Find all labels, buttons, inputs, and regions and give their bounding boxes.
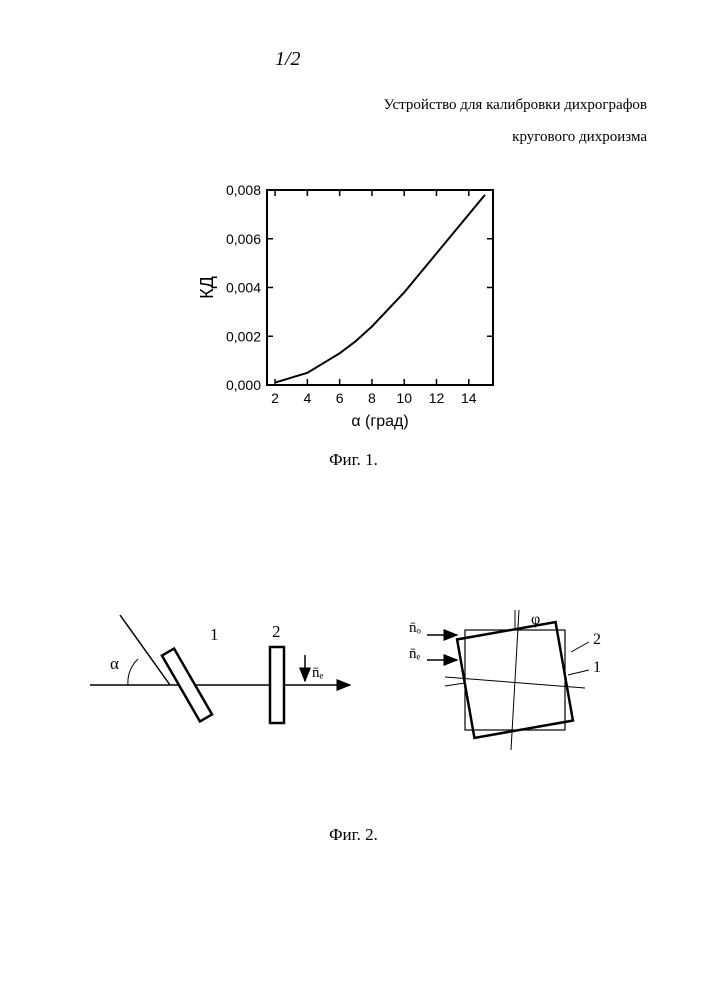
svg-text:0,000: 0,000 [226,377,261,393]
title-line-2: кругового дихроизма [0,122,647,154]
svg-text:2: 2 [593,631,601,648]
svg-text:n̄ₒ: n̄ₒ [409,620,422,636]
svg-text:n̄ₑ: n̄ₑ [409,646,421,662]
svg-text:0,006: 0,006 [226,231,261,247]
svg-text:КД: КД [197,276,217,299]
svg-text:α (град): α (град) [351,413,408,430]
svg-text:φ: φ [531,611,540,628]
svg-text:12: 12 [429,390,445,406]
svg-text:14: 14 [461,390,477,406]
document-title: Устройство для калибровки дихрографов кр… [0,90,647,153]
svg-text:2: 2 [271,390,279,406]
figure-1-caption: Фиг. 1. [0,450,707,470]
svg-text:1: 1 [593,659,601,676]
svg-text:8: 8 [368,390,376,406]
svg-text:2: 2 [272,622,281,641]
svg-text:α: α [110,654,119,673]
svg-text:0,002: 0,002 [226,328,261,344]
figure-2-diagram: α 1 2 n̄ₑ φ 2 1 n̄ₒ n̄ₑ [80,585,620,765]
figure-1-chart: 0,000 0,002 0,004 0,006 0,008 2 4 6 8 10 12 14 α (гр… [195,180,505,440]
title-line-1: Устройство для калибровки дихрографов [0,90,647,122]
svg-text:4: 4 [303,390,311,406]
svg-text:10: 10 [396,390,412,406]
svg-text:n̄ₑ: n̄ₑ [312,665,324,681]
figure-2-caption: Фиг. 2. [0,825,707,845]
svg-text:1: 1 [210,625,219,644]
page-number: 1/2 [275,48,301,71]
svg-text:0,004: 0,004 [226,280,261,296]
svg-text:0,008: 0,008 [226,182,261,198]
svg-text:6: 6 [336,390,344,406]
